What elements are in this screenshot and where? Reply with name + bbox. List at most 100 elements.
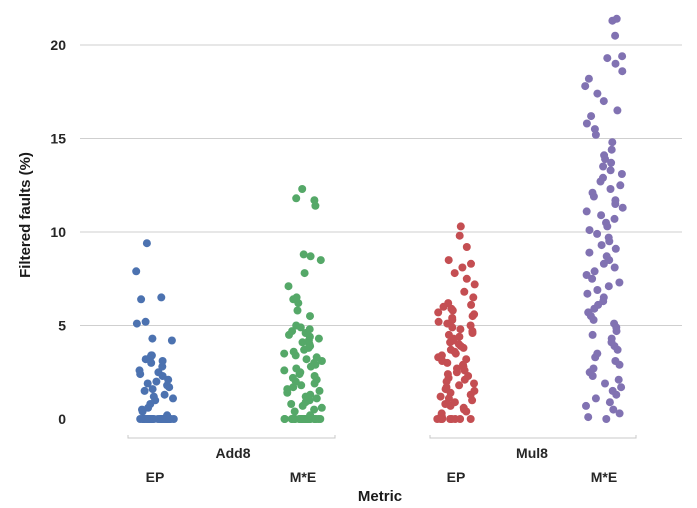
data-point (608, 386, 617, 395)
data-point (455, 332, 464, 341)
data-point (163, 411, 172, 420)
data-point (448, 314, 457, 322)
data-point (599, 173, 607, 182)
data-point (147, 351, 156, 360)
data-point (292, 194, 301, 203)
data-point (437, 409, 446, 418)
data-point (152, 377, 161, 386)
data-point (611, 59, 620, 68)
data-point (306, 390, 315, 399)
data-point (310, 405, 319, 414)
data-point (585, 248, 594, 257)
data-point (587, 112, 596, 121)
data-point (617, 383, 626, 392)
group-label-mul8: Mul8 (516, 445, 548, 461)
data-point (462, 355, 471, 364)
data-point (302, 355, 311, 364)
x-tick-label-ep-add8: EP (146, 469, 165, 485)
data-point (300, 269, 309, 278)
x-tick-label-ep-mul8: EP (447, 469, 466, 485)
data-point (593, 89, 602, 98)
data-point (582, 271, 591, 279)
data-point (288, 373, 297, 382)
data-point (306, 312, 314, 321)
data-point (604, 282, 613, 291)
x-axis: Add8 Mul8 EP M*E EP M*E Metric (127, 435, 637, 505)
data-point (470, 280, 479, 289)
data-point (601, 379, 609, 388)
data-point (458, 263, 467, 272)
data-point (607, 334, 616, 343)
data-point (456, 325, 465, 334)
data-point (136, 415, 145, 423)
data-point (614, 375, 623, 384)
data-point (618, 67, 627, 76)
data-point (138, 405, 146, 414)
data-points (132, 14, 627, 423)
data-point (154, 368, 163, 377)
data-point (605, 398, 614, 407)
data-point (135, 366, 144, 375)
data-point (581, 82, 590, 91)
data-point (142, 239, 151, 248)
data-point (591, 394, 600, 403)
group-bracket-mul8 (429, 435, 637, 439)
data-point (444, 299, 453, 308)
data-point (140, 386, 149, 395)
data-point (610, 214, 619, 223)
y-axis-label: Filtered faults (%) (17, 152, 34, 278)
group-label-add8: Add8 (216, 445, 251, 461)
data-point (618, 52, 627, 61)
data-point (298, 185, 307, 193)
data-point (613, 106, 622, 115)
data-point (611, 357, 620, 365)
data-point (434, 317, 443, 326)
data-point (292, 293, 301, 302)
data-point (437, 351, 446, 360)
group-bracket-add8 (127, 435, 336, 439)
data-point (436, 392, 445, 401)
data-point (450, 269, 459, 278)
data-point (607, 145, 616, 154)
data-point (444, 256, 453, 265)
data-point (288, 327, 297, 336)
data-point (585, 226, 594, 235)
data-point (444, 330, 453, 339)
data-point (149, 392, 158, 401)
data-point (603, 54, 612, 63)
data-point (132, 319, 141, 328)
data-point (588, 188, 597, 197)
data-point (280, 349, 289, 358)
series-mul8-me (581, 14, 627, 423)
data-point (611, 196, 620, 205)
data-point (148, 385, 157, 394)
data-point (456, 222, 465, 231)
x-axis-label: Metric (358, 488, 402, 505)
data-point (584, 74, 593, 83)
data-point (306, 252, 315, 261)
data-point (604, 233, 613, 242)
data-point (434, 308, 443, 317)
data-point (616, 181, 625, 190)
data-point (584, 308, 593, 317)
data-point (143, 379, 152, 388)
y-tick-label: 10 (50, 224, 66, 240)
data-point (148, 415, 157, 423)
data-point (158, 357, 167, 365)
data-point (169, 394, 177, 403)
data-point (148, 334, 157, 343)
data-point (443, 370, 452, 379)
data-point (287, 400, 296, 408)
data-point (317, 403, 326, 412)
data-point (609, 405, 618, 414)
series-add8-ep (132, 239, 178, 423)
data-point (299, 250, 308, 259)
data-point (462, 243, 471, 251)
data-point (298, 338, 307, 347)
data-point (132, 267, 141, 276)
gridlines (80, 44, 682, 326)
y-tick-label: 0 (58, 411, 66, 427)
data-point (582, 401, 590, 410)
data-point (456, 415, 465, 423)
